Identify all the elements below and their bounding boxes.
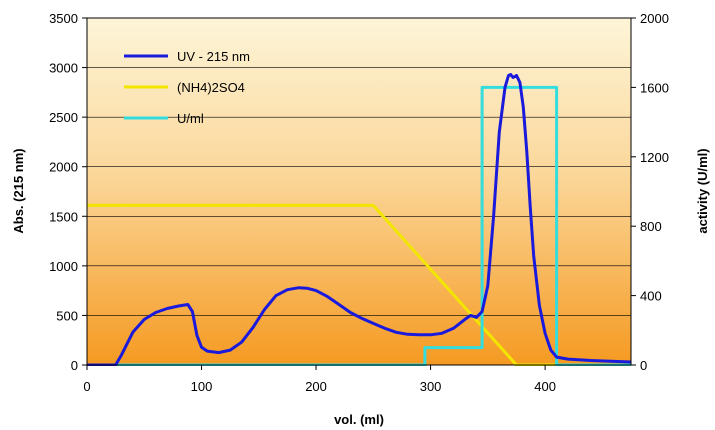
y2-tick-label: 800 — [640, 219, 662, 234]
y-tick-label: 1000 — [49, 259, 78, 274]
legend-label-nh4so4: (NH4)2SO4 — [177, 80, 245, 95]
y2-tick-label: 2000 — [640, 11, 669, 26]
y2-tick-label: 400 — [640, 289, 662, 304]
x-axis: 0 100 200 300 400 — [83, 365, 556, 394]
y-axis-left: 0 500 1000 1500 2000 2500 3000 3500 — [49, 11, 87, 373]
uv-215nm-line — [87, 73, 631, 366]
y2-tick-label: 0 — [640, 358, 647, 373]
y-tick-label: 2500 — [49, 110, 78, 125]
y-axis-right: 0 400 800 1200 1600 2000 — [631, 11, 669, 373]
y-tick-label: 2000 — [49, 160, 78, 175]
y-tick-label: 1500 — [49, 209, 78, 224]
x-tick-label: 0 — [83, 379, 90, 394]
x-tick-label: 400 — [534, 379, 556, 394]
plot-area — [87, 18, 631, 365]
y-axis-title: Abs. (215 nm) — [11, 148, 26, 233]
legend-label-uv: UV - 215 nm — [177, 49, 250, 64]
y-tick-label: 0 — [71, 358, 78, 373]
y-tick-label: 500 — [56, 308, 78, 323]
x-tick-label: 200 — [305, 379, 327, 394]
y-tick-label: 3500 — [49, 11, 78, 26]
legend: UV - 215 nm (NH4)2SO4 U/ml — [124, 49, 250, 126]
y2-axis-title: activity (U/ml) — [695, 148, 710, 233]
x-axis-title: vol. (ml) — [334, 412, 384, 427]
legend-label-activity: U/ml — [177, 111, 204, 126]
activity-line — [87, 85, 631, 366]
y2-tick-label: 1600 — [640, 80, 669, 95]
y-tick-label: 3000 — [49, 61, 78, 76]
x-tick-label: 100 — [191, 379, 213, 394]
x-tick-label: 300 — [420, 379, 442, 394]
plot-frame — [86, 17, 632, 366]
y2-tick-label: 1200 — [640, 150, 669, 165]
